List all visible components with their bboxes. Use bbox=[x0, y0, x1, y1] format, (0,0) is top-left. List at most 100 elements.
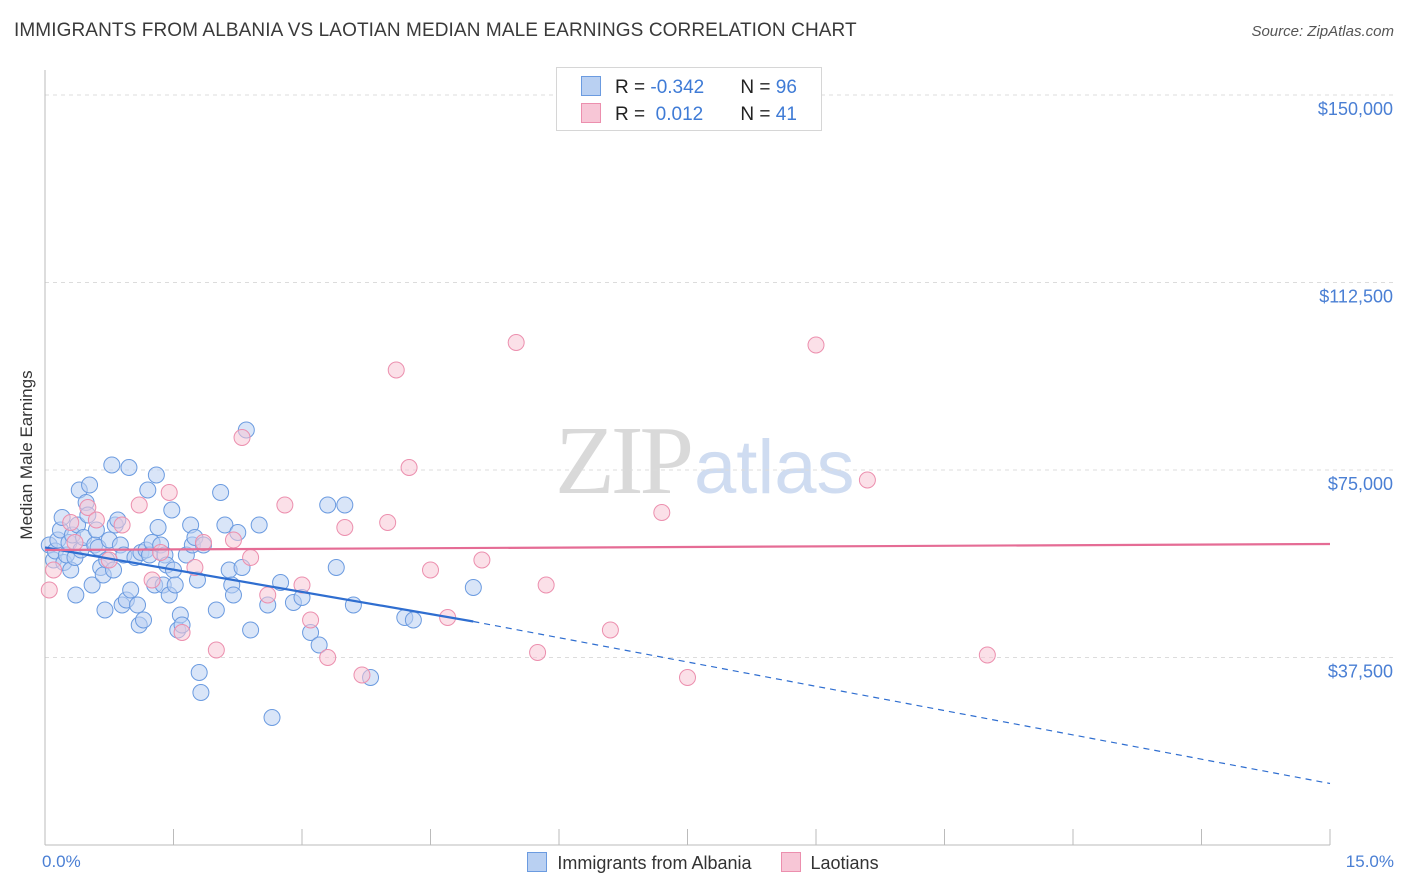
y-tick-label: $112,500 bbox=[1319, 287, 1393, 307]
data-point-albania bbox=[319, 496, 337, 514]
data-point-laotians bbox=[173, 624, 191, 641]
y-tick-label: $75,000 bbox=[1328, 474, 1393, 494]
data-point-laotians bbox=[336, 519, 354, 536]
data-point-albania bbox=[166, 576, 184, 594]
data-point-albania bbox=[67, 586, 85, 604]
data-point-laotians bbox=[387, 361, 405, 379]
chart-source: Source: ZipAtlas.com bbox=[1251, 23, 1394, 40]
trend-line-laotians bbox=[44, 542, 1331, 552]
x-tick-min: 0.0% bbox=[42, 852, 81, 871]
data-point-albania bbox=[103, 456, 121, 474]
data-point-albania bbox=[404, 611, 422, 629]
legend-n-label: N = bbox=[740, 77, 776, 98]
legend-n-value: 96 bbox=[775, 77, 797, 98]
data-point-laotians bbox=[422, 561, 439, 579]
data-point-albania bbox=[327, 559, 345, 576]
data-point-laotians bbox=[679, 669, 696, 686]
correlation-legend: R = -0.342 N = 96 R = 0.012 N = 41 bbox=[556, 67, 822, 131]
data-point-laotians bbox=[259, 586, 277, 604]
data-point-albania bbox=[250, 516, 268, 534]
data-point-laotians bbox=[529, 644, 547, 661]
legend-n-label: N = bbox=[740, 104, 776, 125]
data-point-albania bbox=[224, 586, 242, 604]
watermark-logo: ZIPatlas bbox=[555, 405, 855, 517]
y-tick-label: $37,500 bbox=[1328, 662, 1393, 682]
data-point-laotians bbox=[66, 534, 84, 551]
data-point-albania bbox=[464, 579, 482, 596]
data-point-laotians bbox=[62, 514, 80, 531]
legend-swatch-albania bbox=[581, 76, 601, 96]
series-legend-laotians: Laotians bbox=[780, 852, 879, 874]
watermark-zip: ZIP bbox=[555, 407, 694, 515]
y-axis-label: Median Male Earnings bbox=[17, 370, 36, 540]
y-tick-label: $150,000 bbox=[1318, 99, 1393, 119]
data-point-laotians bbox=[276, 496, 294, 514]
trend-line-extension-albania bbox=[473, 620, 1331, 785]
data-point-laotians bbox=[653, 504, 671, 521]
legend-r-label: R = bbox=[615, 104, 651, 125]
data-point-albania bbox=[216, 516, 234, 534]
data-point-laotians bbox=[807, 336, 825, 354]
data-point-albania bbox=[190, 664, 208, 681]
data-point-albania bbox=[207, 601, 225, 619]
legend-r-value: 0.012 bbox=[650, 104, 704, 125]
data-point-albania bbox=[129, 596, 147, 614]
data-point-laotians bbox=[537, 576, 555, 594]
data-point-albania bbox=[96, 601, 114, 619]
data-point-laotians bbox=[379, 514, 397, 531]
data-point-albania bbox=[163, 501, 181, 519]
data-point-laotians bbox=[224, 531, 242, 549]
legend-r-value: -0.342 bbox=[650, 77, 705, 98]
legend-swatch-laotians bbox=[581, 103, 601, 123]
data-point-laotians bbox=[473, 551, 491, 569]
data-point-albania bbox=[81, 476, 99, 494]
data-point-laotians bbox=[194, 534, 212, 551]
data-point-laotians bbox=[79, 499, 97, 516]
data-point-albania bbox=[310, 636, 328, 654]
data-point-laotians bbox=[601, 621, 619, 639]
data-point-laotians bbox=[160, 484, 178, 501]
data-point-laotians bbox=[40, 581, 58, 599]
series-legend-albania: Immigrants from Albania bbox=[527, 852, 752, 874]
series-label-albania: Immigrants from Albania bbox=[557, 853, 752, 873]
data-point-laotians bbox=[207, 641, 225, 659]
data-point-laotians bbox=[507, 334, 525, 351]
series-swatch-albania bbox=[527, 852, 548, 872]
data-point-albania bbox=[122, 581, 140, 599]
data-point-albania bbox=[242, 621, 260, 639]
data-point-laotians bbox=[302, 611, 320, 629]
data-point-albania bbox=[263, 709, 281, 726]
legend-n-value: 41 bbox=[775, 104, 797, 125]
data-point-laotians bbox=[353, 666, 371, 684]
data-point-laotians bbox=[186, 559, 204, 576]
trend-line-albania bbox=[44, 546, 474, 623]
data-point-albania bbox=[336, 496, 354, 514]
data-point-laotians bbox=[400, 459, 418, 476]
data-point-laotians bbox=[45, 561, 63, 579]
data-point-albania bbox=[135, 611, 153, 629]
data-point-albania bbox=[147, 466, 165, 484]
legend-row-laotians: R = 0.012 N = 41 bbox=[581, 103, 797, 126]
data-point-albania bbox=[139, 481, 157, 499]
data-point-laotians bbox=[152, 544, 170, 561]
chart-title: IMMIGRANTS FROM ALBANIA VS LAOTIAN MEDIA… bbox=[14, 20, 857, 41]
series-label-laotians: Laotians bbox=[810, 853, 879, 873]
data-point-laotians bbox=[143, 571, 161, 589]
data-point-albania bbox=[192, 684, 210, 701]
data-point-albania bbox=[149, 519, 167, 536]
data-point-laotians bbox=[242, 549, 260, 566]
legend-r-label: R = bbox=[615, 77, 651, 98]
data-point-laotians bbox=[233, 429, 251, 446]
watermark-atlas: atlas bbox=[694, 425, 855, 510]
data-point-albania bbox=[120, 459, 138, 476]
data-point-laotians bbox=[858, 471, 876, 489]
series-swatch-laotians bbox=[780, 852, 801, 872]
x-tick-max: 15.0% bbox=[1345, 852, 1394, 871]
data-point-albania bbox=[83, 576, 101, 594]
data-point-laotians bbox=[319, 649, 337, 666]
legend-row-albania: R = -0.342 N = 96 bbox=[581, 76, 797, 99]
data-point-albania bbox=[212, 484, 230, 501]
data-point-laotians bbox=[130, 496, 148, 514]
series-legend: Immigrants from Albania Laotians bbox=[0, 852, 1406, 874]
